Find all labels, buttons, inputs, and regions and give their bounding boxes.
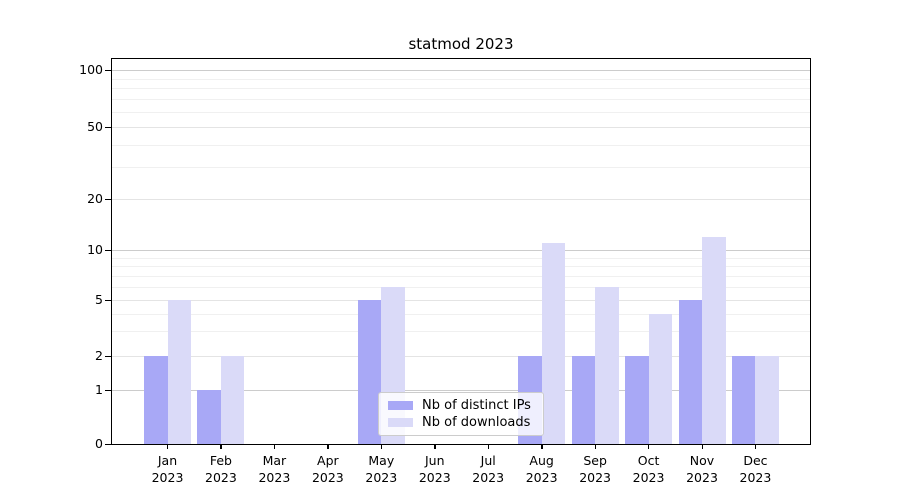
- minor-gridline: [112, 167, 810, 169]
- bar-distinct-ips: [357, 300, 382, 444]
- legend-item-downloads: Nb of downloads: [388, 415, 535, 430]
- bar-downloads: [220, 356, 245, 444]
- y-tick-label: 100: [79, 62, 103, 77]
- minor-gridline: [112, 331, 810, 333]
- x-tick-label: May 2023: [365, 453, 398, 485]
- x-tick-label: Dec 2023: [739, 453, 772, 485]
- bar-downloads: [541, 243, 566, 444]
- minor-gridline: [112, 99, 810, 101]
- major-gridline: [112, 199, 810, 200]
- bar-distinct-ips: [731, 356, 756, 444]
- legend-label-downloads: Nb of downloads: [422, 415, 531, 430]
- major-gridline: [112, 356, 810, 357]
- x-tick-mark: [327, 444, 329, 449]
- x-tick-mark: [701, 444, 703, 449]
- bar-downloads: [167, 300, 191, 444]
- legend-item-distinct-ips: Nb of distinct IPs: [388, 398, 535, 413]
- minor-gridline: [112, 88, 810, 90]
- bar-distinct-ips: [678, 300, 702, 444]
- bar-downloads: [755, 356, 779, 444]
- bar-distinct-ips: [571, 356, 596, 444]
- y-tick-mark: [105, 355, 111, 357]
- bar-downloads: [648, 313, 673, 444]
- x-tick-label: Jun 2023: [418, 453, 451, 485]
- x-tick-label: Jul 2023: [472, 453, 505, 485]
- y-tick-mark: [105, 69, 111, 71]
- x-tick-mark: [487, 444, 490, 449]
- major-gridline: [112, 300, 810, 301]
- x-tick-label: Mar 2023: [258, 453, 291, 485]
- minor-gridline: [112, 286, 810, 288]
- y-tick-mark: [105, 126, 111, 128]
- x-tick-mark: [594, 444, 596, 449]
- y-tick-label: 0: [95, 436, 103, 451]
- x-tick-mark: [648, 444, 650, 449]
- bar-distinct-ips: [625, 356, 649, 444]
- chart-title: statmod 2023: [408, 35, 514, 53]
- y-tick-label: 50: [87, 119, 103, 134]
- y-tick-mark: [105, 389, 111, 391]
- y-tick-label: 20: [87, 191, 103, 206]
- x-tick-mark: [380, 444, 383, 449]
- y-tick-label: 2: [95, 348, 103, 363]
- x-tick-mark: [273, 444, 276, 449]
- minor-gridline: [112, 266, 810, 268]
- y-tick-mark: [105, 443, 111, 445]
- x-tick-label: Jan 2023: [151, 453, 184, 485]
- major-gridline: [112, 390, 810, 391]
- x-tick-label: Sep 2023: [579, 453, 611, 485]
- minor-gridline: [112, 275, 810, 277]
- x-tick-mark: [754, 444, 757, 449]
- y-tick-mark: [105, 198, 111, 200]
- x-tick-label: Apr 2023: [311, 453, 344, 485]
- x-tick-label: Nov 2023: [686, 453, 718, 485]
- x-tick-mark: [220, 444, 222, 449]
- y-tick-mark: [105, 299, 111, 301]
- minor-gridline: [112, 313, 810, 315]
- minor-gridline: [112, 257, 810, 259]
- bar-distinct-ips: [197, 390, 221, 444]
- x-tick-label: Oct 2023: [632, 453, 665, 485]
- legend-swatch-downloads-icon: [388, 418, 413, 427]
- x-tick-mark: [167, 444, 169, 449]
- legend-swatch-distinct-ips-icon: [388, 401, 413, 410]
- y-tick-label: 1: [95, 382, 103, 397]
- x-tick-label: Feb 2023: [205, 453, 237, 485]
- bar-distinct-ips: [144, 356, 168, 444]
- major-gridline: [112, 250, 810, 251]
- legend: Nb of distinct IPs Nb of downloads: [378, 392, 544, 436]
- x-tick-label: Aug 2023: [525, 453, 558, 485]
- plot-area: [111, 58, 811, 445]
- minor-gridline: [112, 78, 810, 80]
- y-tick-label: 10: [87, 242, 103, 257]
- y-tick-mark: [105, 249, 111, 251]
- y-tick-label: 5: [95, 292, 103, 307]
- x-tick-mark: [541, 444, 543, 449]
- major-gridline: [112, 70, 810, 71]
- minor-gridline: [112, 112, 810, 113]
- major-gridline: [112, 127, 810, 128]
- bar-downloads: [595, 286, 619, 444]
- bar-downloads: [702, 236, 726, 444]
- x-tick-mark: [434, 444, 436, 449]
- legend-label-distinct-ips: Nb of distinct IPs: [422, 398, 531, 413]
- minor-gridline: [112, 144, 810, 146]
